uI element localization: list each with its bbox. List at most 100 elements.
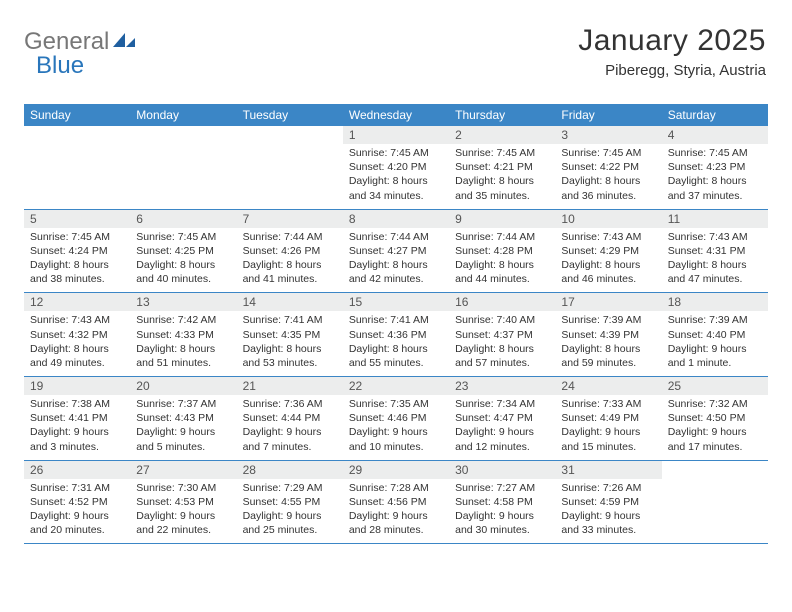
- day-number: 10: [555, 210, 661, 228]
- day-number: 14: [237, 293, 343, 311]
- day-cell: 28 Sunrise: 7:29 AMSunset: 4:55 PMDayligh…: [237, 461, 343, 544]
- day-info: Sunrise: 7:43 AMSunset: 4:31 PMDaylight:…: [662, 230, 768, 287]
- day-number: 19: [24, 377, 130, 395]
- day-number: 27: [130, 461, 236, 479]
- day-number: 7: [237, 210, 343, 228]
- day-info: Sunrise: 7:36 AMSunset: 4:44 PMDaylight:…: [237, 397, 343, 454]
- day-cell: 10 Sunrise: 7:43 AMSunset: 4:29 PMDayligh…: [555, 210, 661, 293]
- day-info: Sunrise: 7:43 AMSunset: 4:32 PMDaylight:…: [24, 313, 130, 370]
- week-row: 5 Sunrise: 7:45 AMSunset: 4:24 PMDaylight…: [24, 210, 768, 294]
- day-cell: 24 Sunrise: 7:33 AMSunset: 4:49 PMDayligh…: [555, 377, 661, 460]
- day-number: 13: [130, 293, 236, 311]
- weekday-header: Wednesday: [343, 104, 449, 126]
- day-cell: [24, 126, 130, 209]
- weekday-header: Friday: [555, 104, 661, 126]
- day-cell: 7 Sunrise: 7:44 AMSunset: 4:26 PMDaylight…: [237, 210, 343, 293]
- day-info: Sunrise: 7:38 AMSunset: 4:41 PMDaylight:…: [24, 397, 130, 454]
- day-cell: [662, 461, 768, 544]
- day-cell: 14 Sunrise: 7:41 AMSunset: 4:35 PMDayligh…: [237, 293, 343, 376]
- day-number: 1: [343, 126, 449, 144]
- day-cell: 23 Sunrise: 7:34 AMSunset: 4:47 PMDayligh…: [449, 377, 555, 460]
- day-cell: 30Sunrise: 7:27 AMSunset: 4:58 PMDayligh…: [449, 461, 555, 544]
- day-cell: [237, 126, 343, 209]
- day-info: Sunrise: 7:43 AMSunset: 4:29 PMDaylight:…: [555, 230, 661, 287]
- header-right: January 2025 Piberegg, Styria, Austria: [578, 24, 766, 79]
- day-cell: 27 Sunrise: 7:30 AMSunset: 4:53 PMDayligh…: [130, 461, 236, 544]
- month-title: January 2025: [578, 24, 766, 58]
- day-cell: 5 Sunrise: 7:45 AMSunset: 4:24 PMDaylight…: [24, 210, 130, 293]
- day-info: Sunrise: 7:39 AMSunset: 4:40 PMDaylight:…: [662, 313, 768, 370]
- day-cell: 22 Sunrise: 7:35 AMSunset: 4:46 PMDayligh…: [343, 377, 449, 460]
- day-cell: 17 Sunrise: 7:39 AMSunset: 4:39 PMDayligh…: [555, 293, 661, 376]
- weekday-header: Thursday: [449, 104, 555, 126]
- day-number: 11: [662, 210, 768, 228]
- day-info: Sunrise: 7:44 AMSunset: 4:27 PMDaylight:…: [343, 230, 449, 287]
- day-cell: 2Sunrise: 7:45 AMSunset: 4:21 PMDaylight…: [449, 126, 555, 209]
- day-number: 20: [130, 377, 236, 395]
- day-cell: 19 Sunrise: 7:38 AMSunset: 4:41 PMDayligh…: [24, 377, 130, 460]
- day-info: Sunrise: 7:30 AMSunset: 4:53 PMDaylight:…: [130, 481, 236, 538]
- day-number: 30: [449, 461, 555, 479]
- day-info: Sunrise: 7:31 AMSunset: 4:52 PMDaylight:…: [24, 481, 130, 538]
- weekday-header-row: SundayMondayTuesdayWednesdayThursdayFrid…: [24, 104, 768, 126]
- day-info: Sunrise: 7:26 AMSunset: 4:59 PMDaylight:…: [555, 481, 661, 538]
- day-number: 17: [555, 293, 661, 311]
- day-number: 21: [237, 377, 343, 395]
- day-info: Sunrise: 7:40 AMSunset: 4:37 PMDaylight:…: [449, 313, 555, 370]
- calendar-grid: SundayMondayTuesdayWednesdayThursdayFrid…: [24, 104, 768, 544]
- day-cell: 25 Sunrise: 7:32 AMSunset: 4:50 PMDayligh…: [662, 377, 768, 460]
- day-info: Sunrise: 7:33 AMSunset: 4:49 PMDaylight:…: [555, 397, 661, 454]
- day-cell: 11 Sunrise: 7:43 AMSunset: 4:31 PMDayligh…: [662, 210, 768, 293]
- day-number: 24: [555, 377, 661, 395]
- day-number: 22: [343, 377, 449, 395]
- day-number: 16: [449, 293, 555, 311]
- day-cell: 29Sunrise: 7:28 AMSunset: 4:56 PMDayligh…: [343, 461, 449, 544]
- logo-sail-icon: [111, 28, 137, 56]
- location-text: Piberegg, Styria, Austria: [578, 62, 766, 79]
- day-cell: [130, 126, 236, 209]
- day-cell: 18Sunrise: 7:39 AMSunset: 4:40 PMDayligh…: [662, 293, 768, 376]
- day-number: 25: [662, 377, 768, 395]
- day-info: Sunrise: 7:42 AMSunset: 4:33 PMDaylight:…: [130, 313, 236, 370]
- weeks-container: 1 Sunrise: 7:45 AMSunset: 4:20 PMDaylight…: [24, 126, 768, 544]
- day-cell: 16 Sunrise: 7:40 AMSunset: 4:37 PMDayligh…: [449, 293, 555, 376]
- day-cell: 6Sunrise: 7:45 AMSunset: 4:25 PMDaylight…: [130, 210, 236, 293]
- weekday-header: Tuesday: [237, 104, 343, 126]
- day-info: Sunrise: 7:45 AMSunset: 4:23 PMDaylight:…: [662, 146, 768, 203]
- day-info: Sunrise: 7:45 AMSunset: 4:21 PMDaylight:…: [449, 146, 555, 203]
- day-info: Sunrise: 7:35 AMSunset: 4:46 PMDaylight:…: [343, 397, 449, 454]
- weekday-header: Sunday: [24, 104, 130, 126]
- day-info: Sunrise: 7:34 AMSunset: 4:47 PMDaylight:…: [449, 397, 555, 454]
- day-info: Sunrise: 7:45 AMSunset: 4:24 PMDaylight:…: [24, 230, 130, 287]
- day-number: 28: [237, 461, 343, 479]
- day-number: 23: [449, 377, 555, 395]
- day-info: Sunrise: 7:32 AMSunset: 4:50 PMDaylight:…: [662, 397, 768, 454]
- logo-text-2: Blue: [36, 52, 84, 79]
- week-row: 1 Sunrise: 7:45 AMSunset: 4:20 PMDaylight…: [24, 126, 768, 210]
- week-row: 26Sunrise: 7:31 AMSunset: 4:52 PMDayligh…: [24, 461, 768, 545]
- day-cell: 31Sunrise: 7:26 AMSunset: 4:59 PMDayligh…: [555, 461, 661, 544]
- day-number: 12: [24, 293, 130, 311]
- day-info: Sunrise: 7:41 AMSunset: 4:36 PMDaylight:…: [343, 313, 449, 370]
- day-number: 4: [662, 126, 768, 144]
- day-cell: 1 Sunrise: 7:45 AMSunset: 4:20 PMDaylight…: [343, 126, 449, 209]
- day-number: 3: [555, 126, 661, 144]
- day-cell: 15Sunrise: 7:41 AMSunset: 4:36 PMDayligh…: [343, 293, 449, 376]
- day-cell: 26Sunrise: 7:31 AMSunset: 4:52 PMDayligh…: [24, 461, 130, 544]
- day-cell: 9Sunrise: 7:44 AMSunset: 4:28 PMDaylight…: [449, 210, 555, 293]
- day-info: Sunrise: 7:29 AMSunset: 4:55 PMDaylight:…: [237, 481, 343, 538]
- week-row: 19 Sunrise: 7:38 AMSunset: 4:41 PMDayligh…: [24, 377, 768, 461]
- day-info: Sunrise: 7:45 AMSunset: 4:20 PMDaylight:…: [343, 146, 449, 203]
- day-cell: 4 Sunrise: 7:45 AMSunset: 4:23 PMDaylight…: [662, 126, 768, 209]
- day-info: Sunrise: 7:39 AMSunset: 4:39 PMDaylight:…: [555, 313, 661, 370]
- day-number: 29: [343, 461, 449, 479]
- weekday-header: Saturday: [662, 104, 768, 126]
- day-number: 5: [24, 210, 130, 228]
- day-cell: 8Sunrise: 7:44 AMSunset: 4:27 PMDaylight…: [343, 210, 449, 293]
- day-cell: 3Sunrise: 7:45 AMSunset: 4:22 PMDaylight…: [555, 126, 661, 209]
- day-info: Sunrise: 7:37 AMSunset: 4:43 PMDaylight:…: [130, 397, 236, 454]
- day-info: Sunrise: 7:44 AMSunset: 4:26 PMDaylight:…: [237, 230, 343, 287]
- logo-text-2-wrap: Blue: [36, 52, 84, 80]
- day-cell: 21 Sunrise: 7:36 AMSunset: 4:44 PMDayligh…: [237, 377, 343, 460]
- day-info: Sunrise: 7:41 AMSunset: 4:35 PMDaylight:…: [237, 313, 343, 370]
